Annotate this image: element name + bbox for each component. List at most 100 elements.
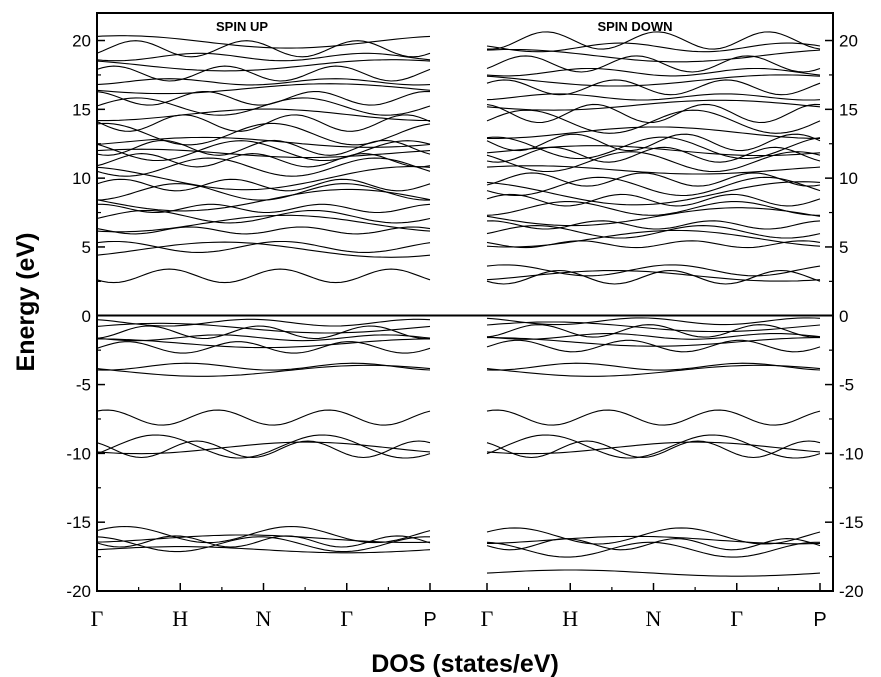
y-tick-label-right: -5: [839, 376, 854, 395]
band-line: [486, 225, 821, 239]
band-line: [486, 31, 821, 50]
band-line: [486, 42, 821, 53]
band-line: [486, 55, 821, 73]
band-line: [486, 133, 821, 152]
y-tick-label-right: -10: [839, 444, 864, 463]
band-line: [487, 337, 820, 347]
band-line: [96, 534, 431, 543]
band-line: [486, 569, 821, 577]
k-point-label: Γ: [481, 606, 494, 631]
y-tick-label-right: 0: [839, 307, 848, 326]
spin-down-bands: [486, 31, 821, 577]
band-line: [96, 59, 431, 72]
band-line: [486, 434, 821, 459]
band-line: [96, 241, 431, 258]
band-line: [486, 99, 821, 111]
y-tick-label-left: -15: [66, 513, 91, 532]
band-line: [486, 270, 821, 282]
band-line: [96, 441, 431, 455]
y-tick-label-left: 0: [82, 307, 91, 326]
band-line: [96, 268, 431, 284]
band-line: [486, 74, 821, 87]
band-line: [96, 166, 431, 191]
y-tick-label-left: 20: [72, 32, 91, 51]
band-line: [486, 172, 821, 187]
band-line: [96, 409, 431, 426]
band-line: [486, 440, 821, 459]
band-line: [96, 91, 430, 106]
band-line: [96, 35, 431, 49]
band-line: [96, 148, 431, 159]
y-axis-title: Energy (eV): [12, 233, 40, 372]
band-line: [486, 339, 821, 353]
plot-frame: [96, 12, 834, 592]
band-line: [96, 535, 431, 548]
band-line: [96, 157, 431, 177]
band-line: [486, 229, 821, 248]
band-line: [96, 341, 431, 354]
band-line: [486, 364, 821, 377]
band-line: [96, 97, 431, 116]
band-line: [96, 139, 431, 156]
band-line: [486, 103, 821, 124]
band-line: [486, 269, 821, 285]
band-line: [96, 362, 431, 371]
band-line: [96, 65, 431, 82]
spin-up-bands: [96, 35, 431, 554]
band-line: [486, 165, 821, 175]
band-line: [96, 325, 431, 340]
y-tick-label-right: 10: [839, 169, 858, 188]
band-line: [486, 409, 821, 426]
y-tick-label-left: -10: [66, 444, 91, 463]
y-tick-label-left: 10: [72, 169, 91, 188]
band-line: [96, 226, 431, 235]
y-tick-label-right: 5: [839, 238, 848, 257]
band-line: [486, 67, 821, 77]
band-line: [96, 240, 431, 253]
band-line: [97, 108, 431, 122]
band-line: [486, 321, 821, 333]
band-line: [486, 193, 821, 207]
y-tick-label-right: 20: [839, 32, 858, 51]
band-line: [96, 440, 431, 459]
band-line: [487, 126, 821, 140]
band-line: [96, 178, 431, 192]
band-line: [486, 79, 821, 96]
band-line: [96, 122, 431, 146]
k-point-label: N: [256, 606, 272, 631]
band-line: [486, 264, 821, 277]
y-tick-label-right: 15: [839, 100, 858, 119]
band-line: [486, 151, 821, 173]
band-line: [96, 322, 431, 334]
k-point-label: P: [813, 609, 826, 631]
band-line: [96, 525, 431, 544]
band-line: [486, 176, 821, 197]
y-tick-label-right: -15: [839, 513, 864, 532]
band-line: [97, 203, 431, 214]
y-ticks: -20 -20 -15 -15 -10 -10 -5 -5 0 0 5 5 10 10 15 15 20 20: [66, 32, 863, 601]
band-line: [486, 136, 821, 160]
band-line: [486, 109, 821, 134]
band-line: [486, 48, 821, 63]
band-line: [96, 183, 430, 201]
band-line: [486, 362, 821, 371]
k-point-label: N: [646, 606, 662, 631]
k-point-label: Γ: [340, 606, 353, 631]
k-point-label: P: [423, 609, 436, 631]
band-line: [486, 240, 821, 249]
x-axis-title: DOS (states/eV): [371, 650, 559, 677]
y-tick-label-left: -5: [76, 376, 91, 395]
y-tick-label-left: 15: [72, 100, 91, 119]
y-tick-label-left: 5: [82, 238, 91, 257]
band-line: [486, 220, 821, 230]
band-line: [486, 332, 821, 340]
band-line: [96, 214, 431, 233]
band-line: [97, 338, 430, 349]
band-line: [96, 364, 431, 377]
band-line: [486, 207, 821, 227]
band-line: [486, 93, 821, 101]
k-point-label: H: [172, 606, 188, 631]
band-line: [96, 536, 430, 553]
